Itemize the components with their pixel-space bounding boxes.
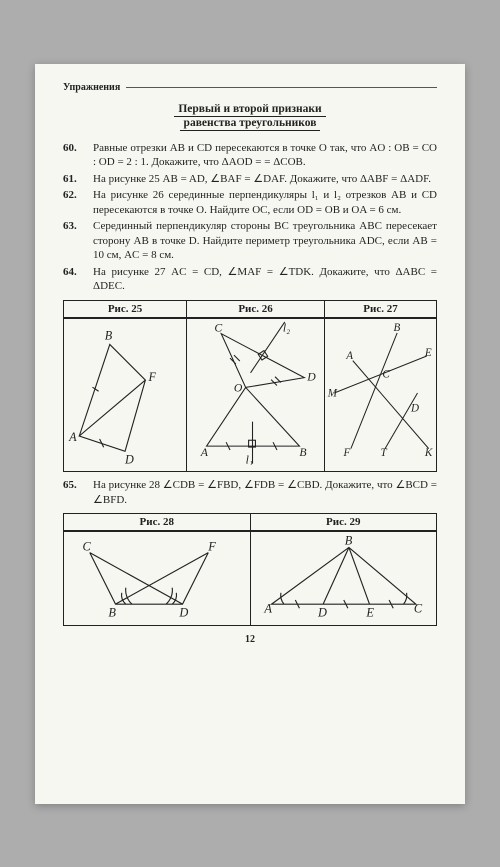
- fig-25: A B F D: [64, 318, 187, 472]
- svg-text:A: A: [345, 349, 353, 361]
- svg-text:B: B: [393, 322, 400, 334]
- svg-text:F: F: [342, 447, 350, 458]
- problem-number: 62.: [63, 188, 93, 217]
- svg-text:F: F: [147, 370, 156, 384]
- problem-body: На рисунке 28 ∠CDB = ∠FBD, ∠FDB = ∠CBD. …: [93, 478, 437, 507]
- page-number: 12: [63, 634, 437, 645]
- svg-text:M: M: [327, 387, 338, 399]
- problem-number: 63.: [63, 219, 93, 263]
- problem-62: 62. На рисунке 26 серединные перпендикул…: [63, 188, 437, 217]
- figure-table-1: Рис. 25 Рис. 26 Рис. 27 A B F D: [63, 300, 437, 473]
- svg-text:B: B: [344, 534, 352, 548]
- svg-text:T: T: [380, 447, 387, 458]
- header-text: Упражнения: [63, 82, 120, 93]
- problem-61: 61. На рисунке 25 AB = AD, ∠BAF = ∠DAF. …: [63, 172, 437, 187]
- page: { "header": "Упражнения", "title": { "li…: [35, 64, 465, 804]
- running-header: Упражнения: [63, 82, 437, 93]
- problem-number: 64.: [63, 265, 93, 294]
- problem-body: Серединный перпендикуляр стороны BC треу…: [93, 219, 437, 263]
- svg-text:F: F: [207, 540, 216, 554]
- problem-60: 60. Равные отрезки AB и CD пересекаются …: [63, 141, 437, 170]
- title-line-1: Первый и второй признаки: [174, 103, 325, 117]
- svg-text:K: K: [424, 447, 433, 458]
- fig-27: B E M A C D F T K: [324, 318, 436, 472]
- svg-text:D: D: [316, 606, 326, 620]
- svg-text:D: D: [124, 452, 134, 466]
- svg-text:D: D: [178, 606, 188, 620]
- problem-body: На рисунке 26 серединные перпендикуляры …: [93, 188, 437, 217]
- svg-text:C: C: [83, 540, 92, 554]
- problem-65: 65. На рисунке 28 ∠CDB = ∠FBD, ∠FDB = ∠C…: [63, 478, 437, 507]
- problem-list: 60. Равные отрезки AB и CD пересекаются …: [63, 141, 437, 294]
- fig-caption: Рис. 25: [64, 301, 186, 318]
- svg-text:E: E: [424, 347, 432, 359]
- fig-29: B A D E C: [250, 532, 437, 626]
- section-title: Первый и второй признаки равенства треуг…: [63, 103, 437, 131]
- svg-text:D: D: [306, 370, 316, 383]
- svg-text:A: A: [263, 602, 272, 616]
- svg-text:B: B: [108, 606, 116, 620]
- svg-text:A: A: [200, 446, 209, 459]
- svg-text:A: A: [68, 430, 77, 444]
- fig-28: C F B D: [64, 532, 251, 626]
- problem-number: 65.: [63, 478, 93, 507]
- problem-body: Равные отрезки AB и CD пересекаются в то…: [93, 141, 437, 170]
- fig-26: O A B C D l₁ l₂: [187, 318, 325, 472]
- svg-text:C: C: [413, 602, 422, 616]
- svg-text:O: O: [234, 381, 243, 394]
- problem-63: 63. Серединный перпендикуляр стороны BC …: [63, 219, 437, 263]
- svg-text:C: C: [382, 368, 390, 380]
- fig-caption: Рис. 26: [187, 301, 324, 318]
- problem-number: 60.: [63, 141, 93, 170]
- problem-number: 61.: [63, 172, 93, 187]
- problem-64: 64. На рисунке 27 AC = CD, ∠MAF = ∠TDK. …: [63, 265, 437, 294]
- problem-body: На рисунке 25 AB = AD, ∠BAF = ∠DAF. Дока…: [93, 172, 437, 187]
- svg-text:D: D: [410, 402, 419, 414]
- fig-caption: Рис. 28: [64, 514, 250, 531]
- svg-text:l₂: l₂: [283, 321, 290, 334]
- problem-body: На рисунке 27 AC = CD, ∠MAF = ∠TDK. Дока…: [93, 265, 437, 294]
- figure-table-2: Рис. 28 Рис. 29 C F B D: [63, 513, 437, 626]
- title-line-2: равенства треугольников: [180, 117, 321, 131]
- header-rule: [126, 87, 437, 88]
- svg-text:E: E: [365, 606, 374, 620]
- svg-text:l₁: l₁: [246, 453, 253, 465]
- fig-caption: Рис. 29: [251, 514, 437, 531]
- problem-65-block: 65. На рисунке 28 ∠CDB = ∠FBD, ∠FDB = ∠C…: [63, 478, 437, 507]
- fig-caption: Рис. 27: [325, 301, 436, 318]
- svg-text:B: B: [105, 328, 113, 342]
- svg-text:C: C: [214, 321, 222, 334]
- svg-text:B: B: [300, 446, 307, 459]
